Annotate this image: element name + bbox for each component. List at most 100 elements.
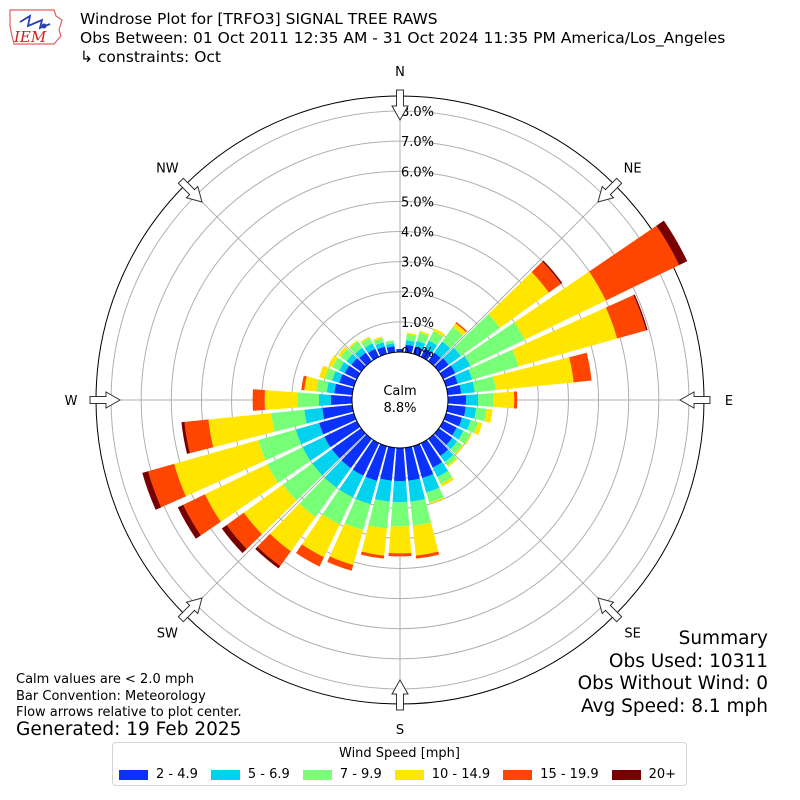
windrose-bar-segment <box>271 409 307 432</box>
legend-label: 10 - 14.9 <box>431 767 491 782</box>
windrose-bar-segment <box>405 340 415 347</box>
windrose-bar-segment <box>361 525 387 556</box>
windrose-bar-segment <box>373 337 384 346</box>
windrose-bar-segment <box>443 347 461 365</box>
windrose-bar-segment <box>454 444 464 455</box>
legend-label: 20+ <box>648 767 677 782</box>
windrose-bar-segment <box>394 447 406 482</box>
flow-arrow-icon <box>597 597 623 623</box>
windrose-bar-segment <box>420 439 443 468</box>
windrose-bar-segment <box>450 441 463 454</box>
legend-label: 2 - 4.9 <box>156 767 198 782</box>
windrose-bar-segment <box>542 260 563 284</box>
windrose-bar-segment <box>454 369 473 384</box>
windrose-bar-segment <box>359 352 372 366</box>
windrose-bar-segment <box>467 420 479 434</box>
logo-text: IEM <box>13 28 47 46</box>
chart-subtitle-dates: Obs Between: 01 Oct 2011 12:35 AM - 31 O… <box>80 29 726 47</box>
windrose-bar-segment <box>316 379 329 393</box>
windrose-bar-segment <box>404 446 420 481</box>
windrose-bar-segment <box>446 437 458 450</box>
legend-item: 2 - 4.9 <box>119 767 198 782</box>
legend-item: 15 - 19.9 <box>503 767 599 782</box>
radial-tick-label: 4.0% <box>401 226 434 241</box>
windrose-bar-segment <box>443 375 458 387</box>
summary-obs-used: Obs Used: 10311 <box>608 650 768 672</box>
legend-label: 15 - 19.9 <box>540 767 599 782</box>
windrose-bar-segment <box>419 330 430 336</box>
radial-tick-label: 5.0% <box>401 195 434 210</box>
legend-title: Wind Speed [mph] <box>339 746 460 761</box>
radial-tick-label: 1.0% <box>401 316 434 331</box>
legend-item: 10 - 14.9 <box>394 767 491 782</box>
bar-convention-note: Bar Convention: Meteorology <box>16 688 206 704</box>
legend: Wind Speed [mph] 2 - 4.9 5 - 6.9 7 - 9.9 10… <box>112 742 687 786</box>
windrose-bar-segment <box>295 544 325 567</box>
windrose-bar-segment <box>302 436 331 461</box>
windrose-bar-segment <box>437 470 453 484</box>
calm-circle <box>351 351 449 449</box>
windrose-bar-segment <box>324 420 361 448</box>
windrose-bar-segment <box>368 499 390 529</box>
legend-item: 20+ <box>611 767 677 782</box>
windrose-bar-segment <box>264 390 299 410</box>
windrose-bar-segment <box>493 357 574 391</box>
flow-arrows-note: Flow arrows relative to plot center. <box>16 705 242 720</box>
grid-spoke <box>184 184 367 367</box>
windrose-bar-segment <box>331 428 366 459</box>
windrose-bar-segment <box>349 341 363 354</box>
windrose-bar-segment <box>258 429 302 461</box>
windrose-bar-segment <box>439 365 456 380</box>
flow-arrow-icon <box>597 177 623 203</box>
windrose-bar-segment <box>304 407 325 424</box>
windrose-bar-segment <box>380 446 396 481</box>
flow-arrow-icon <box>391 678 409 711</box>
flow-arrow-icon <box>678 391 711 409</box>
generated-date: Generated: 19 Feb 2025 <box>16 719 242 740</box>
windrose-bar-segment <box>374 478 392 502</box>
windrose-bar-segment <box>440 449 454 463</box>
legend-swatch <box>503 769 533 780</box>
legend-items: 2 - 4.9 5 - 6.9 7 - 9.9 10 - 14.9 15 - 19.9 2… <box>119 767 689 782</box>
legend-item: 7 - 9.9 <box>302 767 382 782</box>
radial-tick-labels: 0.0%1.0%2.0%3.0%4.0%5.0%6.0%7.0%8.0% <box>401 105 434 361</box>
windrose-bar-segment <box>257 533 291 566</box>
windrose-bar-segment <box>348 340 358 349</box>
windrose-bar-segment <box>226 512 262 549</box>
legend-item: 5 - 6.9 <box>210 767 290 782</box>
windrose-bar-segment <box>412 522 439 556</box>
windrose-bar-segment <box>406 332 417 336</box>
windrose-bar-segment <box>304 376 319 392</box>
legend-label: 7 - 9.9 <box>339 767 382 782</box>
grid-spoke <box>184 433 367 616</box>
flow-arrow-icon <box>177 597 203 623</box>
windrose-bar-segment <box>340 348 353 362</box>
windrose-bar-segment <box>386 343 395 348</box>
windrose-bar-segment <box>367 348 380 361</box>
windrose-bar-segment <box>295 422 324 445</box>
windrose-bar-segment <box>184 419 214 454</box>
windrose-bar-segment <box>422 473 440 493</box>
windrose-bar-segment <box>332 371 343 383</box>
windrose-bar-segment <box>413 346 423 357</box>
compass-label: S <box>396 723 404 738</box>
windrose-bar-segment <box>447 395 467 405</box>
windrose-bar-segment <box>458 430 471 444</box>
windrose-bars <box>142 220 688 571</box>
windrose-bar-segment <box>459 381 475 394</box>
windrose-bar-segment <box>301 514 340 558</box>
windrose-bar-segment <box>360 551 385 559</box>
windrose-bar-segment <box>455 321 468 333</box>
windrose-bar-segment <box>339 469 364 498</box>
chart-subtitle-constraints: ↳ constraints: Oct <box>80 48 221 66</box>
compass-label: NE <box>624 161 642 176</box>
windrose-bar-segment <box>372 336 383 342</box>
windrose-bar-segment <box>464 433 472 445</box>
windrose-bar-segment <box>589 225 680 301</box>
windrose-bar-segment <box>174 440 266 497</box>
windrose-bar-segment <box>351 358 366 372</box>
windrose-bar-segment <box>301 375 307 391</box>
windrose-bar-segment <box>468 349 519 380</box>
legend-swatch <box>611 769 641 780</box>
